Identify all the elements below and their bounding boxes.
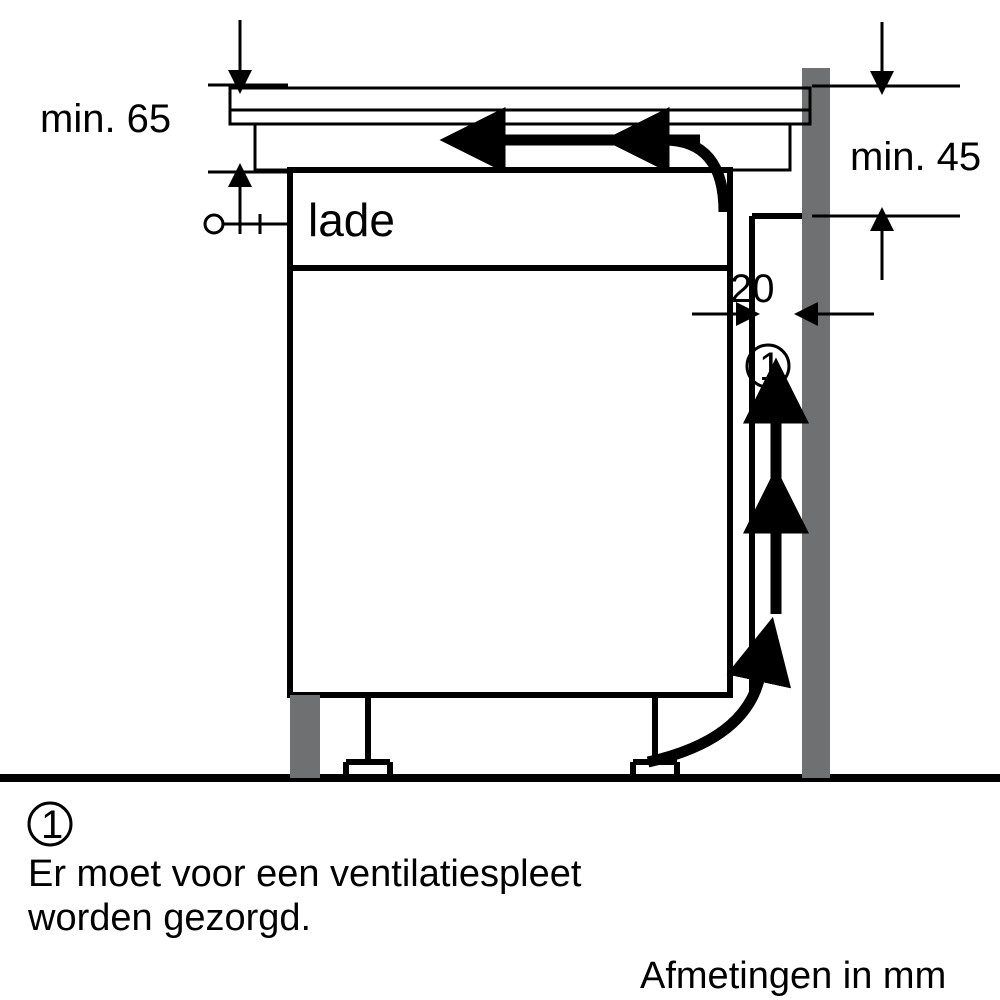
footnote-line1: Er moet voor een ventilatiespleet (28, 853, 582, 895)
cabinet (290, 170, 730, 695)
hob (230, 88, 810, 170)
installation-diagram: min. 65 min. 45 20 1 lade 1 Er moet voor… (0, 0, 1000, 1000)
units-label: Afmetingen in mm (640, 955, 946, 997)
footnote-num: 1 (41, 803, 63, 847)
label-lade: lade (308, 194, 395, 246)
wall-clip-top (798, 56, 834, 68)
label-min65: min. 65 (40, 97, 171, 141)
dim-min65 (208, 20, 288, 234)
label-20: 20 (730, 267, 775, 311)
callout-1-num: 1 (759, 345, 781, 389)
drawer-handle (205, 214, 290, 234)
leg-left (346, 695, 390, 778)
airflow (500, 140, 776, 762)
label-min45: min. 45 (850, 135, 981, 179)
dark-leg (290, 695, 320, 778)
footnote-line2: worden gezorgd. (27, 897, 311, 939)
wall (802, 60, 830, 778)
